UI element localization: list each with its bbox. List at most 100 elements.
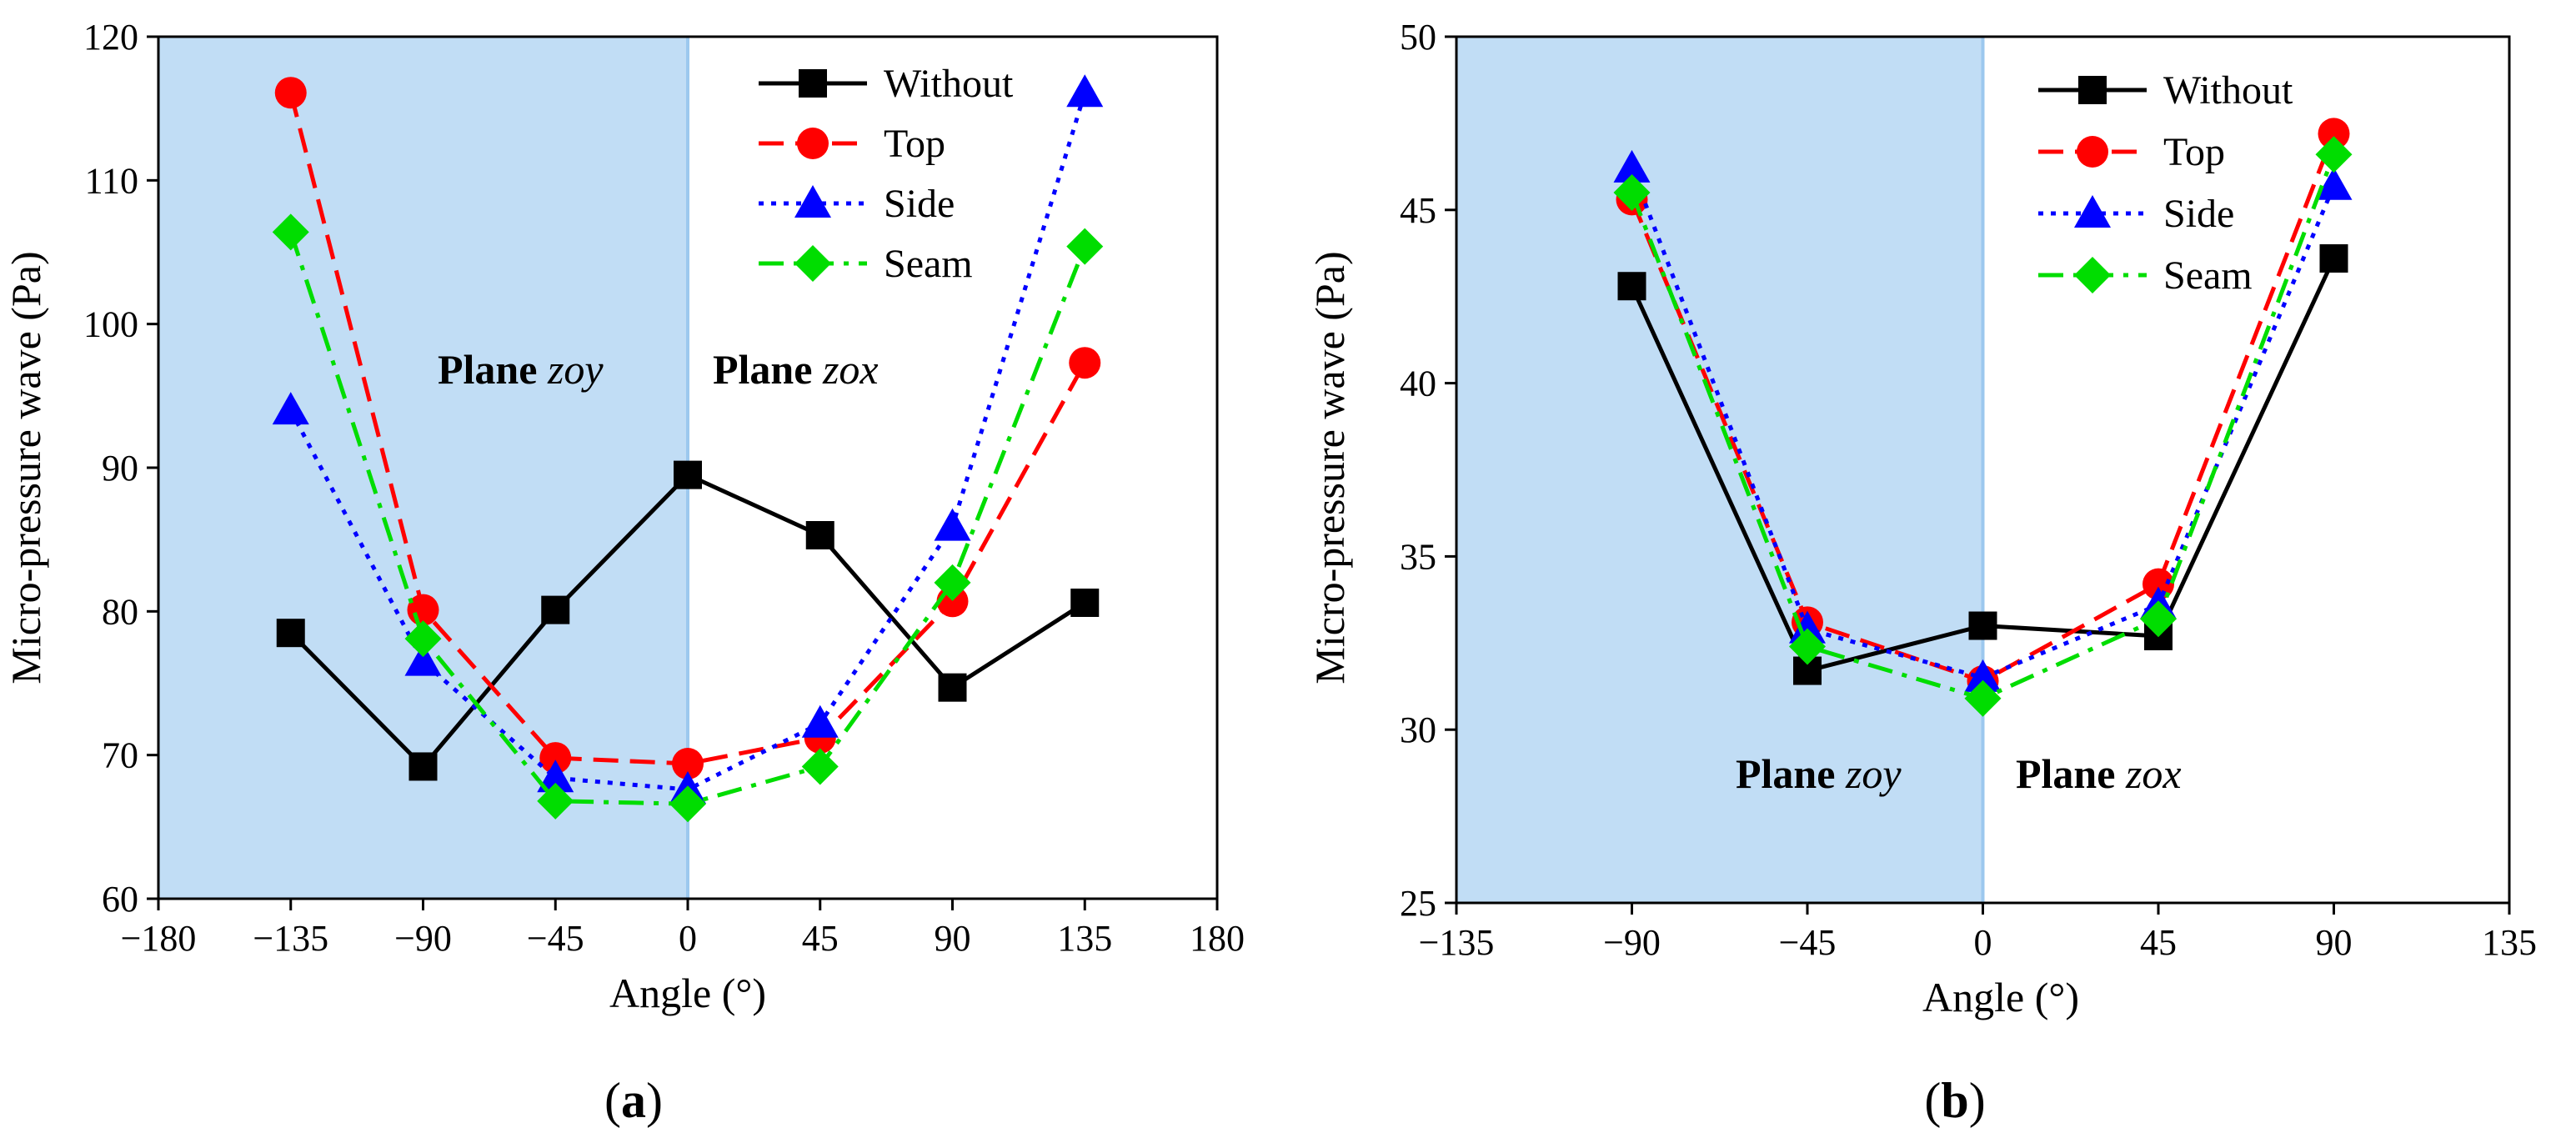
legend-label-side: Side [2163, 192, 2234, 236]
plane-annotation-zoy: Plane zoy [1736, 750, 1902, 797]
panel-label-letter: b [1941, 1073, 1968, 1128]
legend-label-top: Top [884, 122, 945, 166]
plane-annotation-zox: Plane zox [713, 346, 879, 393]
data-point-side [537, 759, 574, 793]
data-point-seam [2315, 136, 2353, 173]
x-tick-label: −45 [1779, 922, 1837, 963]
x-tick-label: 135 [1057, 918, 1112, 959]
data-point-top [1069, 347, 1101, 379]
panel-label-open: ( [604, 1073, 621, 1128]
chart-panel-b: −135 −90 −45 0 45 90 135 25 30 35 40 45 50 Angle (°) M… [1306, 17, 2537, 1128]
data-point-seam [1613, 174, 1651, 212]
annotation-space [1835, 750, 1846, 797]
x-tick-label: 135 [2482, 922, 2537, 963]
panel-label: (b) [1924, 1073, 1985, 1128]
legend-marker-seam [794, 245, 831, 282]
data-point-top [274, 77, 307, 109]
annotation-italic: zox [822, 346, 879, 393]
series-seam [272, 213, 1104, 823]
shaded-region [1456, 37, 1983, 903]
x-tick-label: −135 [1419, 922, 1495, 963]
series-without [276, 460, 1100, 781]
chart-panel-a: −180 −135 −90 −45 0 45 90 135 180 60 70 80 90 100 110 1… [3, 17, 1245, 1128]
y-axis-title: Micro-pressure wave (Pa) [1306, 251, 1353, 684]
y-tick-label: 45 [1400, 190, 1436, 231]
data-point-seam [272, 213, 309, 251]
data-point-without [1070, 588, 1100, 617]
data-point-top [539, 742, 572, 775]
series-seam [1613, 136, 2353, 717]
y-tick-label: 40 [1400, 363, 1436, 404]
legend-label-seam: Seam [2163, 253, 2253, 298]
x-tick-label: −45 [527, 918, 584, 959]
annotation-italic: zoy [1845, 750, 1902, 797]
y-axis-title: Micro-pressure wave (Pa) [3, 251, 49, 684]
data-point-without [1617, 272, 1646, 301]
y-tick-label: 70 [102, 735, 138, 776]
y-tick-label: 50 [1400, 17, 1436, 58]
legend-marker-side [794, 185, 831, 218]
series-without [1617, 243, 2348, 685]
y-tick-label: 110 [85, 160, 138, 201]
annotation-space [2115, 750, 2126, 797]
x-tick-label: −90 [1603, 922, 1661, 963]
panel-label-open: ( [1924, 1073, 1941, 1128]
plane-annotation-zoy: Plane zoy [438, 346, 604, 393]
annotation-bold: Plane [438, 346, 537, 393]
data-point-without [674, 460, 702, 489]
data-point-seam [1789, 628, 1826, 665]
x-tick-label: 0 [679, 918, 697, 959]
series-top [274, 77, 1101, 780]
data-point-seam [801, 748, 839, 785]
annotation-italic: zoy [547, 346, 604, 393]
x-tick-label: 180 [1190, 918, 1245, 959]
data-point-without [276, 619, 305, 648]
legend-label-without: Without [2163, 68, 2293, 113]
data-point-side [934, 508, 971, 541]
data-point-seam [2140, 600, 2177, 638]
data-point-seam [669, 785, 706, 823]
panel-label: (a) [604, 1073, 663, 1128]
legend: Without Top Side Seam [759, 62, 1014, 286]
legend: Without Top Side Seam [2038, 68, 2293, 298]
annotation-bold: Plane [713, 346, 812, 393]
data-point-seam [404, 620, 442, 658]
x-tick-label: 0 [1974, 922, 1992, 963]
data-point-without [938, 673, 967, 702]
data-point-side [1066, 74, 1104, 108]
y-tick-label: 80 [102, 591, 138, 632]
legend-label-side: Side [884, 182, 955, 226]
data-point-seam [934, 564, 971, 601]
y-tick-label: 30 [1400, 709, 1436, 750]
legend-marker-side [2074, 195, 2111, 228]
legend-label-without: Without [884, 62, 1014, 106]
data-point-side [1613, 149, 1651, 183]
x-axis-title: Angle (°) [609, 970, 766, 1016]
panel-label-close: ) [646, 1073, 663, 1128]
annotation-italic: zox [2125, 750, 2182, 797]
y-tick-label: 35 [1400, 536, 1436, 577]
y-tick-label: 100 [83, 304, 138, 345]
data-point-side [2315, 167, 2353, 200]
y-tick-label: 90 [102, 448, 138, 489]
data-point-seam [1066, 228, 1104, 265]
x-axis-title: Angle (°) [1922, 974, 2079, 1020]
data-point-side [801, 704, 839, 738]
data-point-top [672, 748, 704, 780]
y-tick-label: 25 [1400, 883, 1436, 924]
x-tick-label: −180 [121, 918, 197, 959]
x-tick-label: 90 [2316, 922, 2353, 963]
y-tick-label: 60 [102, 879, 138, 920]
data-point-without [1968, 611, 1997, 640]
legend-label-seam: Seam [884, 242, 973, 286]
data-point-without [541, 595, 570, 624]
data-point-without [2319, 243, 2348, 273]
data-point-side [1789, 610, 1826, 644]
plane-annotation-zox: Plane zox [2016, 750, 2182, 797]
data-point-without [805, 520, 834, 549]
annotation-space [812, 346, 823, 393]
y-tick-label: 120 [83, 17, 138, 58]
x-tick-label: 90 [935, 918, 971, 959]
legend-label-top: Top [2163, 130, 2225, 174]
